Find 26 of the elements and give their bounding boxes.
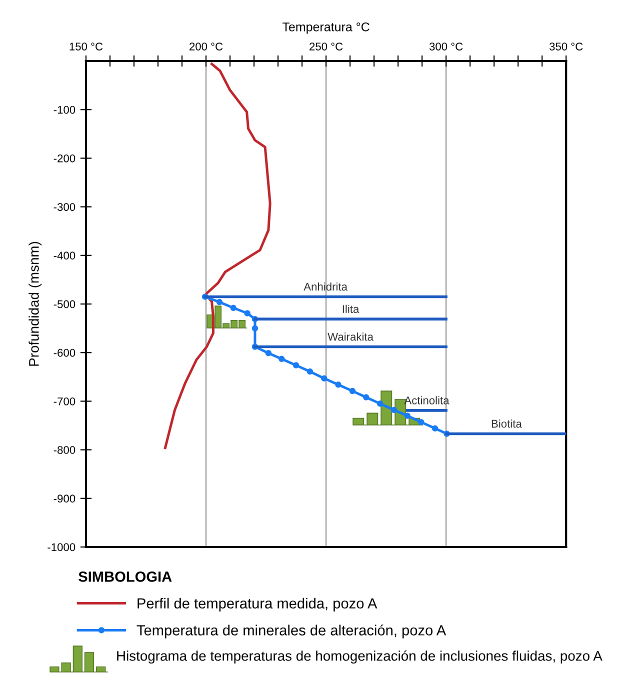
series-label: Ilita [342,304,360,313]
series-label: Anhidrita [304,282,348,291]
x-tick-label: 250 °C [310,42,343,50]
x-tick-label: 300 °C [429,42,463,50]
y-tick-label: -300 [54,203,76,211]
x-tick-label: 200 °C [190,42,223,50]
y-axis-title: Profundidad (msnm) [28,242,42,366]
series-label: Biotita [492,420,522,428]
y-tick-label: -1000 [48,543,76,552]
x-tick-label: 350 °C [549,42,583,50]
series-label: Actinolita [404,396,450,404]
y-tick-label: -500 [54,300,76,308]
y-tick-label: -900 [54,494,76,503]
y-tick-label: -400 [54,252,76,260]
x-tick-label: 150 °C [70,42,103,50]
x-axis-title: Temperatura °C [282,22,370,34]
y-tick-label: -700 [54,397,76,406]
legend-label: Temperatura de minerales de alteración, pozo A [136,624,446,638]
y-tick-label: -200 [54,154,76,162]
legend-label: Perfil de temperatura medida, pozo A [138,598,378,612]
legend-title: SIMBOLOGIA [78,572,172,582]
y-tick-label: -100 [54,106,76,114]
text: Histograma de temperaturas de homogenización de inclusiones fluidas, pozo A [117,650,602,664]
series-label: Wairakita [328,332,374,341]
y-tick-label: -600 [54,348,76,357]
y-tick-label: -800 [54,446,76,454]
